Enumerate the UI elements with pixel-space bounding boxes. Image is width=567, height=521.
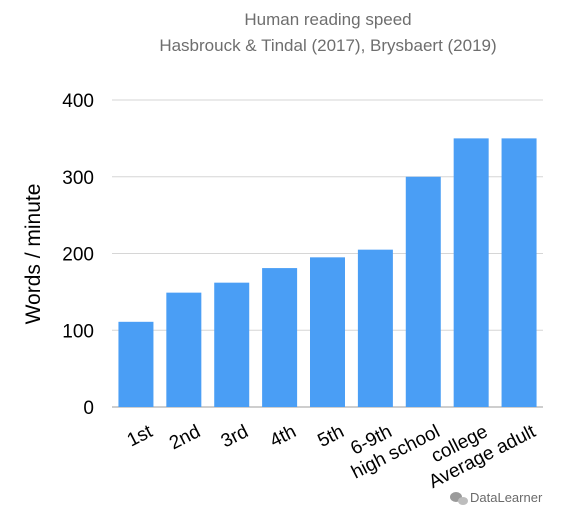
y-tick-label: 200 bbox=[62, 245, 94, 266]
bar-high-school bbox=[405, 176, 441, 407]
y-tick-label: 400 bbox=[62, 91, 94, 112]
bar-5th bbox=[310, 257, 345, 407]
wechat-icon bbox=[450, 492, 468, 505]
y-tick-label: 300 bbox=[62, 168, 94, 189]
watermark-text: DataLearner bbox=[470, 490, 543, 505]
chart-title: Human reading speed bbox=[244, 10, 411, 29]
y-axis-label: Words / minute bbox=[22, 184, 45, 325]
bar-average-adult bbox=[501, 138, 537, 407]
bar-6-9th bbox=[357, 249, 393, 407]
bars bbox=[118, 138, 537, 407]
x-category-label: 4th bbox=[267, 421, 300, 452]
x-category-label: 5th bbox=[315, 421, 348, 452]
bar-college bbox=[453, 138, 489, 407]
watermark: DataLearner bbox=[450, 490, 543, 505]
bar-3rd bbox=[214, 282, 250, 407]
x-category-label: 2nd bbox=[166, 421, 204, 454]
x-category-label: 1st bbox=[124, 421, 157, 452]
y-tick-labels: 0 100 200 300 400 bbox=[62, 91, 94, 419]
bar-2nd bbox=[166, 292, 202, 407]
x-category-label: 3rd bbox=[218, 421, 252, 452]
bar-1st bbox=[118, 321, 154, 407]
chart-subtitle: Hasbrouck & Tindal (2017), Brysbaert (20… bbox=[159, 36, 496, 55]
y-tick-label: 0 bbox=[83, 398, 94, 419]
bar-4th bbox=[262, 268, 298, 407]
y-tick-label: 100 bbox=[62, 321, 94, 342]
